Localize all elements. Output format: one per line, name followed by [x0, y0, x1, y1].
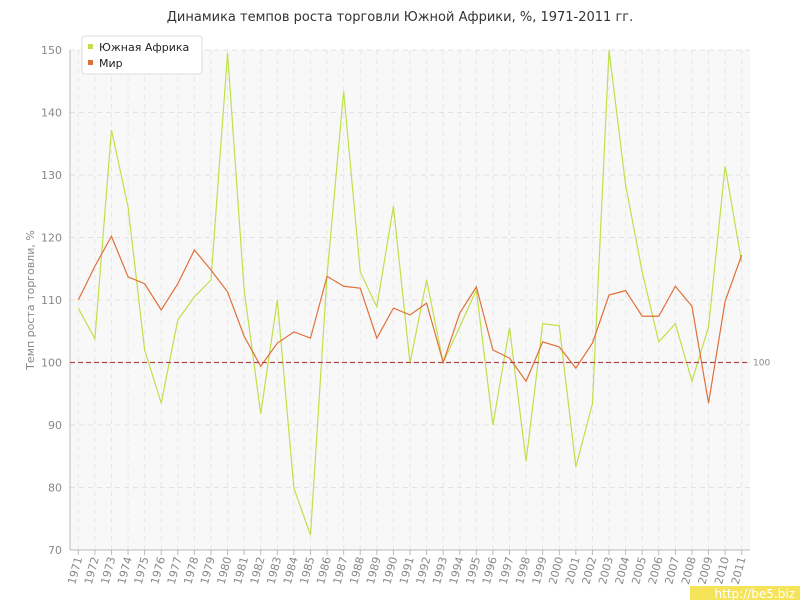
legend-label: Мир — [99, 57, 123, 70]
y-tick-label: 130 — [41, 169, 62, 182]
reference-label: 100 — [753, 359, 770, 369]
y-tick-label: 110 — [41, 294, 62, 307]
y-tick-label: 70 — [48, 544, 62, 557]
watermark-bg — [690, 586, 800, 600]
x-tick-label: 2011 — [729, 555, 749, 585]
y-tick-label: 150 — [41, 44, 62, 57]
y-tick-label: 120 — [41, 232, 62, 245]
chart-title: Динамика темпов роста торговли Южной Афр… — [167, 10, 634, 25]
legend-swatch — [88, 44, 93, 49]
y-tick-label: 140 — [41, 107, 62, 120]
legend-box — [81, 35, 203, 75]
legend-swatch — [88, 60, 93, 65]
series-line — [77, 234, 743, 404]
y-tick-label: 100 — [41, 357, 62, 370]
watermark: http://be5.biz — [715, 587, 795, 600]
y-tick-label: 90 — [48, 419, 62, 432]
y-tick-label: 80 — [48, 482, 62, 495]
legend-label: Южная Африка — [99, 41, 189, 54]
y-axis-label: Темп роста торговли, % — [24, 230, 37, 371]
